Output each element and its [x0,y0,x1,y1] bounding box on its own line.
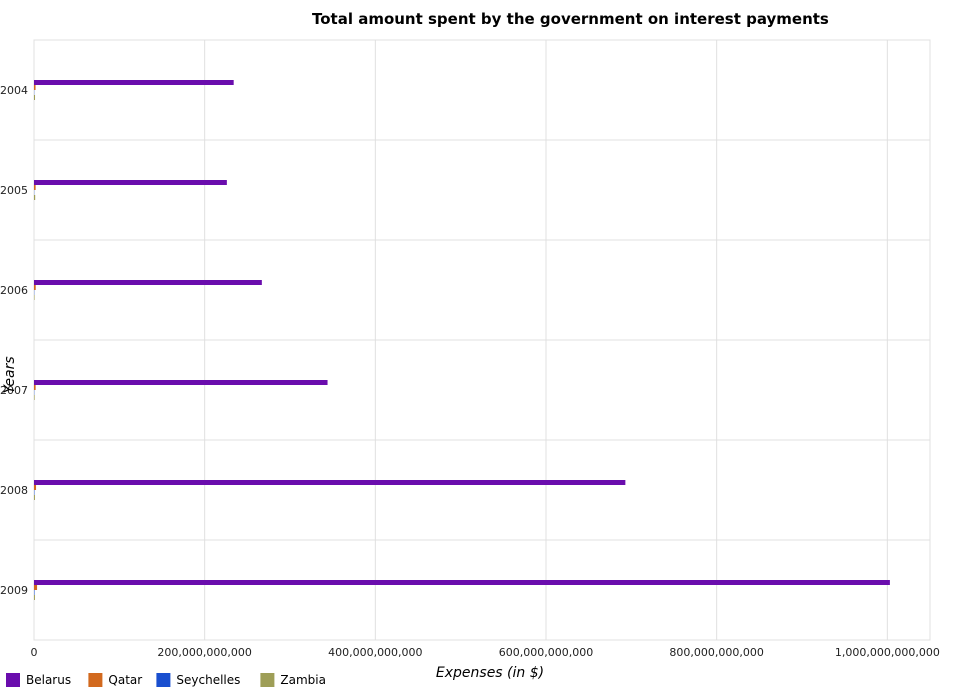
x-tick-labels: 0 200,000,000,000 400,000,000,000 600,000,0… [31,646,940,659]
bar-belarus-2006 [34,280,262,285]
bar-belarus-2009 [34,580,890,585]
grid [33,39,931,641]
legend-label-belarus: Belarus [26,673,71,687]
y-tick-label: 2004 [0,84,28,97]
y-axis-label: Years [2,356,18,393]
bar-belarus-2008 [34,480,626,485]
bar-belarus-2005 [34,180,227,185]
x-tick-label: 200,000,000,000 [157,646,251,659]
bar-qatar-2008 [34,485,37,490]
bar-seychelles-2009 [34,590,35,595]
bar-zambia-2004 [34,95,36,100]
chart-title: Total amount spent by the government on … [312,10,829,28]
legend-label-seychelles: Seychelles [176,673,240,687]
bar-zambia-2007 [34,395,35,400]
bar-qatar-2006 [34,285,36,290]
y-tick-label: 2006 [0,284,28,297]
y-tick-label: 2008 [0,484,28,497]
bars [34,80,890,600]
bar-qatar-2004 [34,85,36,90]
bar-belarus-2007 [34,380,328,385]
legend: Belarus Qatar Seychelles Zambia [6,673,326,687]
x-tick-label: 600,000,000,000 [499,646,593,659]
bar-qatar-2005 [34,185,36,190]
x-tick-label: 1,000,000,000,000 [835,646,940,659]
bar-qatar-2007 [34,385,36,390]
y-tick-label: 2009 [0,584,28,597]
bar-belarus-2004 [34,80,234,85]
legend-swatch-belarus [6,673,20,687]
bar-zambia-2009 [34,595,35,600]
bar-zambia-2005 [34,195,36,200]
x-tick-label: 400,000,000,000 [328,646,422,659]
legend-swatch-qatar [88,673,103,687]
bar-qatar-2009 [34,585,38,590]
y-tick-labels: 2004 2005 2006 2007 2008 2009 [0,84,28,597]
x-axis-label: Expenses (in $) [436,665,544,681]
x-tick-label: 0 [31,646,38,659]
bar-zambia-2008 [34,495,35,500]
y-tick-label: 2007 [0,384,28,397]
x-tick-label: 800,000,000,000 [669,646,763,659]
y-tick-label: 2005 [0,184,28,197]
legend-swatch-zambia [260,673,275,687]
bar-zambia-2006 [34,295,35,300]
legend-label-qatar: Qatar [108,673,142,687]
legend-label-zambia: Zambia [280,673,326,687]
legend-swatch-seychelles [156,673,171,687]
